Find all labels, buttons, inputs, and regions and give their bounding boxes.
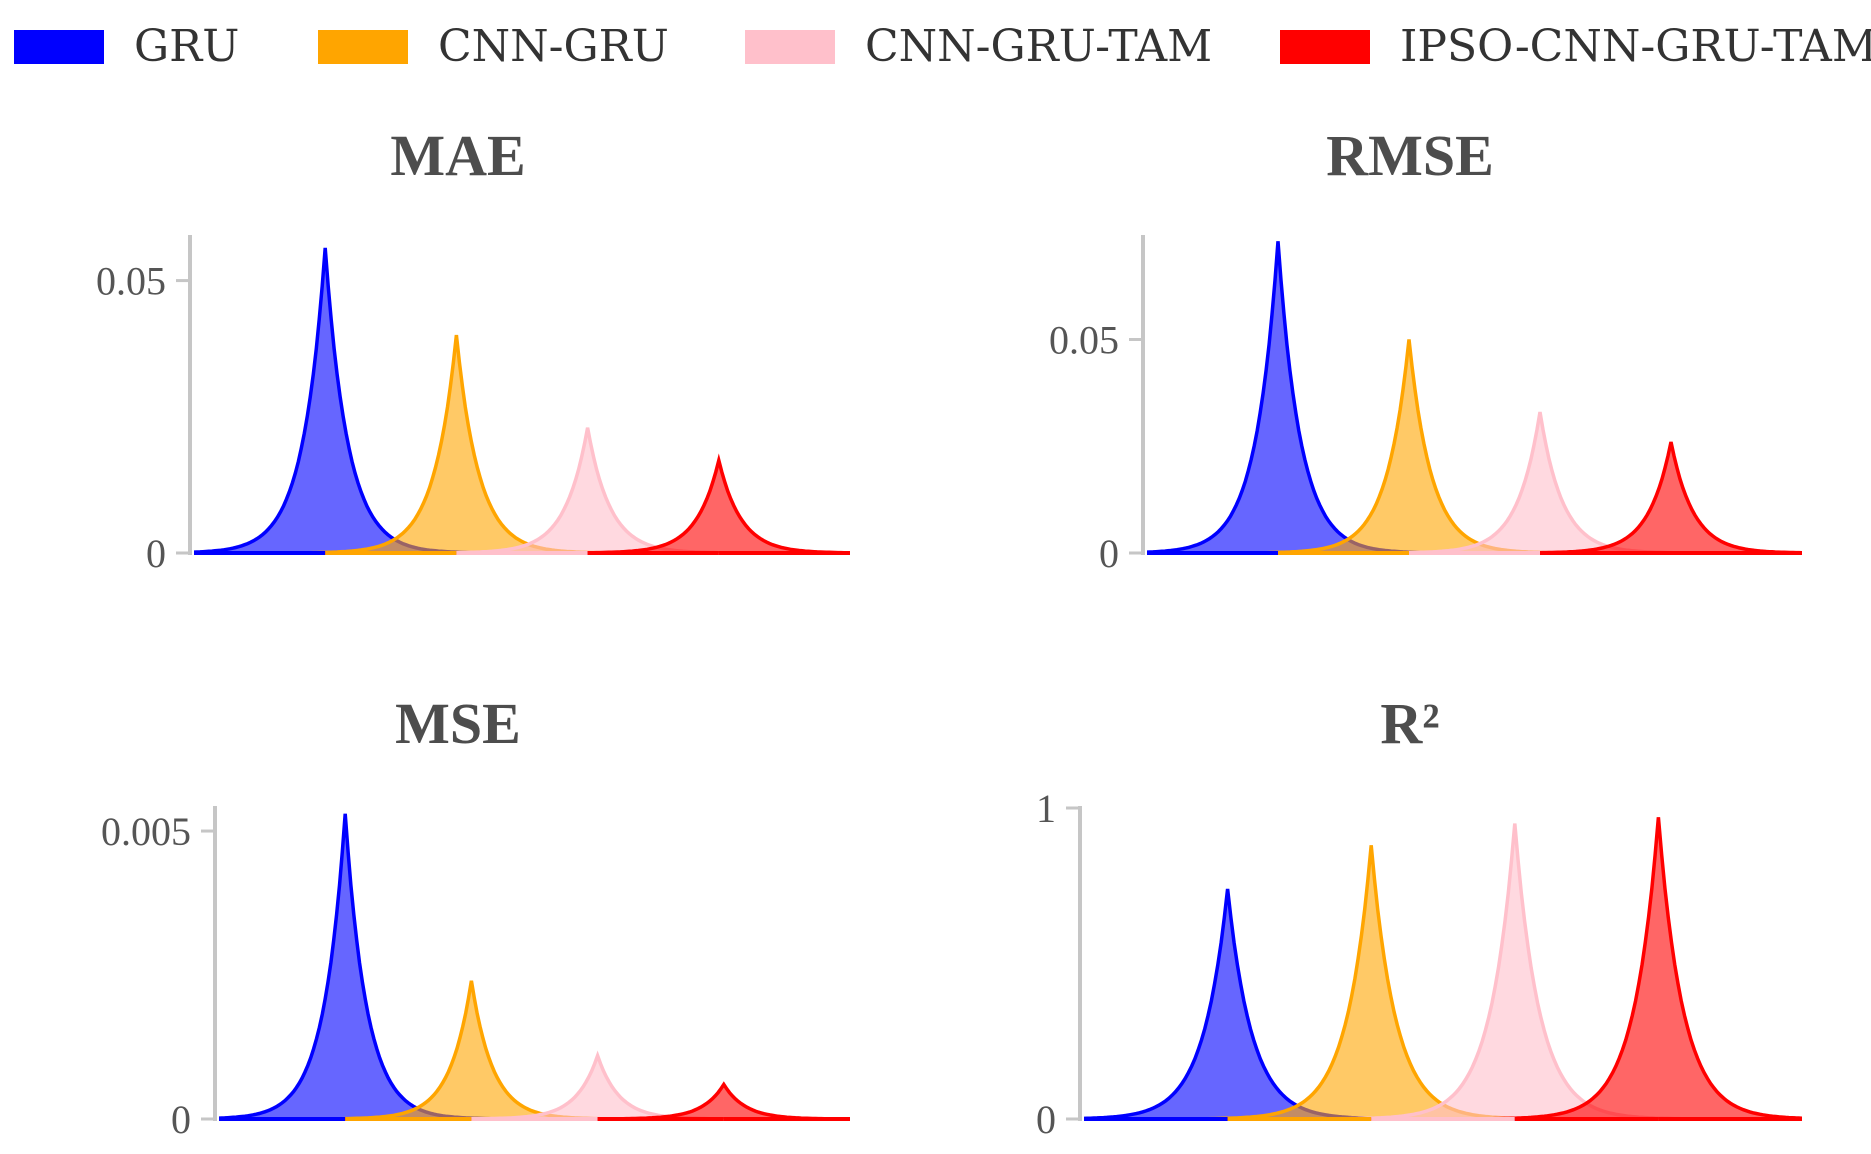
y-tick-label: 0.05 [96, 259, 166, 304]
legend-label: IPSO-CNN-GRU-TAM [1400, 21, 1871, 72]
panel-title: RMSE [1326, 123, 1494, 188]
area-group [1084, 817, 1802, 1121]
density-area-ipso-cnn-gru-tam [1147, 442, 1802, 553]
y-tick-label: 0 [1099, 531, 1119, 576]
density-area-ipso-cnn-gru-tam [194, 460, 850, 553]
density-area-gru [194, 247, 850, 553]
legend-swatch [14, 30, 104, 64]
panel-r2: R² 0 1 [1036, 691, 1802, 1142]
legend-swatch [1280, 30, 1370, 64]
panel-mae: MAE 0 0.05 [96, 123, 850, 576]
density-area-ipso-cnn-gru-tam [1084, 817, 1802, 1119]
y-tick-label: 0.05 [1049, 317, 1119, 362]
legend-label: CNN-GRU [438, 21, 669, 72]
panel-title: R² [1380, 691, 1439, 756]
panels: MAE 0 0.05 RMSE 0 0.05 MSE 0 0.005 R² 0 1 [96, 123, 1802, 1142]
y-tick-label: 1 [1036, 786, 1056, 831]
panel-title: MAE [390, 123, 525, 188]
legend-item-cnn-gru: CNN-GRU [318, 21, 669, 72]
area-group [194, 247, 850, 555]
y-tick-label: 0 [146, 531, 166, 576]
legend-item-gru: GRU [14, 21, 239, 72]
density-area-gru [1084, 888, 1802, 1119]
y-tick-label: 0.005 [101, 809, 191, 854]
legend-label: GRU [134, 21, 239, 72]
legend-item-ipso-cnn-gru-tam: IPSO-CNN-GRU-TAM [1280, 21, 1871, 72]
density-area-ipso-cnn-gru-tam [219, 1084, 850, 1119]
area-group [219, 813, 850, 1121]
legend-label: CNN-GRU-TAM [865, 21, 1212, 72]
panel-mse: MSE 0 0.005 [101, 691, 850, 1142]
density-area-gru [219, 813, 850, 1119]
density-area-gru [1147, 241, 1802, 554]
panel-title: MSE [395, 691, 521, 756]
y-tick-label: 0 [171, 1097, 191, 1142]
legend-swatch [318, 30, 408, 64]
area-group [1147, 241, 1802, 555]
y-tick-label: 0 [1036, 1097, 1056, 1142]
legend-item-cnn-gru-tam: CNN-GRU-TAM [745, 21, 1212, 72]
legend: GRU CNN-GRU CNN-GRU-TAM IPSO-CNN-GRU-TAM [14, 21, 1871, 72]
panel-rmse: RMSE 0 0.05 [1049, 123, 1802, 576]
legend-swatch [745, 30, 835, 64]
